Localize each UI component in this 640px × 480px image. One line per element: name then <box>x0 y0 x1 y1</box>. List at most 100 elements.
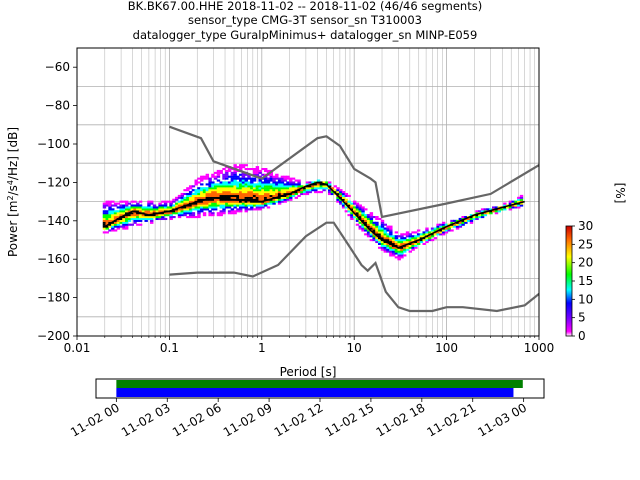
colorbar-tick-label: 5 <box>578 311 586 325</box>
density-cell <box>186 202 190 205</box>
density-cell <box>400 235 404 238</box>
density-cell <box>222 210 226 213</box>
density-cell <box>380 244 385 247</box>
density-cell <box>213 202 218 205</box>
density-cell <box>275 189 279 192</box>
density-cell <box>366 225 371 228</box>
density-cell <box>250 206 254 209</box>
density-cell <box>205 206 210 209</box>
density-cell <box>111 221 115 224</box>
density-cell <box>238 179 243 182</box>
density-cell <box>186 194 190 197</box>
density-cell <box>416 235 421 238</box>
density-cell <box>219 169 223 173</box>
density-cell <box>480 214 485 217</box>
density-cell <box>161 216 165 219</box>
density-cell <box>372 216 376 219</box>
density-cell <box>208 198 212 201</box>
density-cell <box>105 216 109 219</box>
density-cell <box>180 198 185 201</box>
density-cell <box>233 179 237 182</box>
density-cell <box>289 181 293 184</box>
density-cell <box>211 183 215 186</box>
density-cell <box>400 246 404 249</box>
density-cell <box>455 227 460 230</box>
density-cell <box>294 187 299 190</box>
y-tick-label: −180 <box>37 291 70 305</box>
density-cell <box>294 191 299 194</box>
density-cell <box>327 181 332 184</box>
density-cell <box>213 198 218 201</box>
density-cell <box>258 196 262 199</box>
density-cell <box>494 206 499 209</box>
density-cell <box>233 171 237 174</box>
density-cell <box>277 187 282 190</box>
density-cell <box>166 208 171 211</box>
density-cell <box>108 210 112 213</box>
density-cell <box>200 179 204 182</box>
density-cell <box>169 217 173 221</box>
density-cell <box>478 214 482 217</box>
density-cell <box>258 204 262 207</box>
density-cell <box>183 200 187 203</box>
density-cell <box>252 189 257 192</box>
density-cell <box>428 237 432 240</box>
density-cell <box>241 173 246 176</box>
density-cell <box>314 185 318 188</box>
density-cell <box>380 227 385 230</box>
density-cell <box>211 208 215 211</box>
density-cell <box>380 223 385 226</box>
density-cell <box>161 208 165 211</box>
density-cell <box>122 216 126 219</box>
density-cell <box>394 239 399 242</box>
timeline-tick-label: 11-02 12 <box>272 400 326 439</box>
density-cell <box>255 196 260 199</box>
density-cell <box>400 248 404 251</box>
density-cell <box>161 214 165 217</box>
density-cell <box>250 194 254 197</box>
density-cell <box>213 187 218 190</box>
density-cell <box>261 196 265 199</box>
density-cell <box>289 196 293 199</box>
density-cell <box>119 206 123 209</box>
density-cell <box>394 237 399 240</box>
density-cell <box>205 196 210 199</box>
chart-title-line3: datalogger_type GuralpMinimus+ datalogge… <box>133 28 478 42</box>
density-cell <box>230 192 235 196</box>
density-cell <box>244 198 248 201</box>
density-cell <box>116 219 121 222</box>
density-cell <box>233 166 237 169</box>
density-cell <box>361 216 365 219</box>
density-cell <box>208 179 212 182</box>
density-cell <box>108 216 112 219</box>
density-cell <box>130 216 134 219</box>
density-cell <box>466 217 471 221</box>
density-cell <box>350 212 354 215</box>
density-cell <box>277 179 282 182</box>
density-cell <box>236 185 240 188</box>
density-cell <box>125 204 129 207</box>
density-cell <box>125 206 129 209</box>
density-cell <box>258 202 262 205</box>
density-cell <box>272 181 276 184</box>
density-cell <box>258 194 262 197</box>
density-cell <box>364 216 368 219</box>
density-cell <box>352 208 357 211</box>
density-cell <box>453 223 457 226</box>
density-cell <box>208 191 212 194</box>
density-cell <box>241 200 246 203</box>
density-cell <box>375 216 379 219</box>
density-cell <box>113 225 118 228</box>
density-cell <box>366 229 371 232</box>
density-cell <box>233 169 237 173</box>
density-cell <box>375 240 379 244</box>
density-cell <box>125 212 129 215</box>
density-cell <box>308 191 312 194</box>
density-cell <box>305 181 310 184</box>
density-cell <box>244 187 248 190</box>
density-cell <box>344 194 349 197</box>
density-cell <box>475 212 479 215</box>
density-cell <box>127 216 132 219</box>
density-cell <box>430 227 435 230</box>
density-cell <box>366 235 371 238</box>
